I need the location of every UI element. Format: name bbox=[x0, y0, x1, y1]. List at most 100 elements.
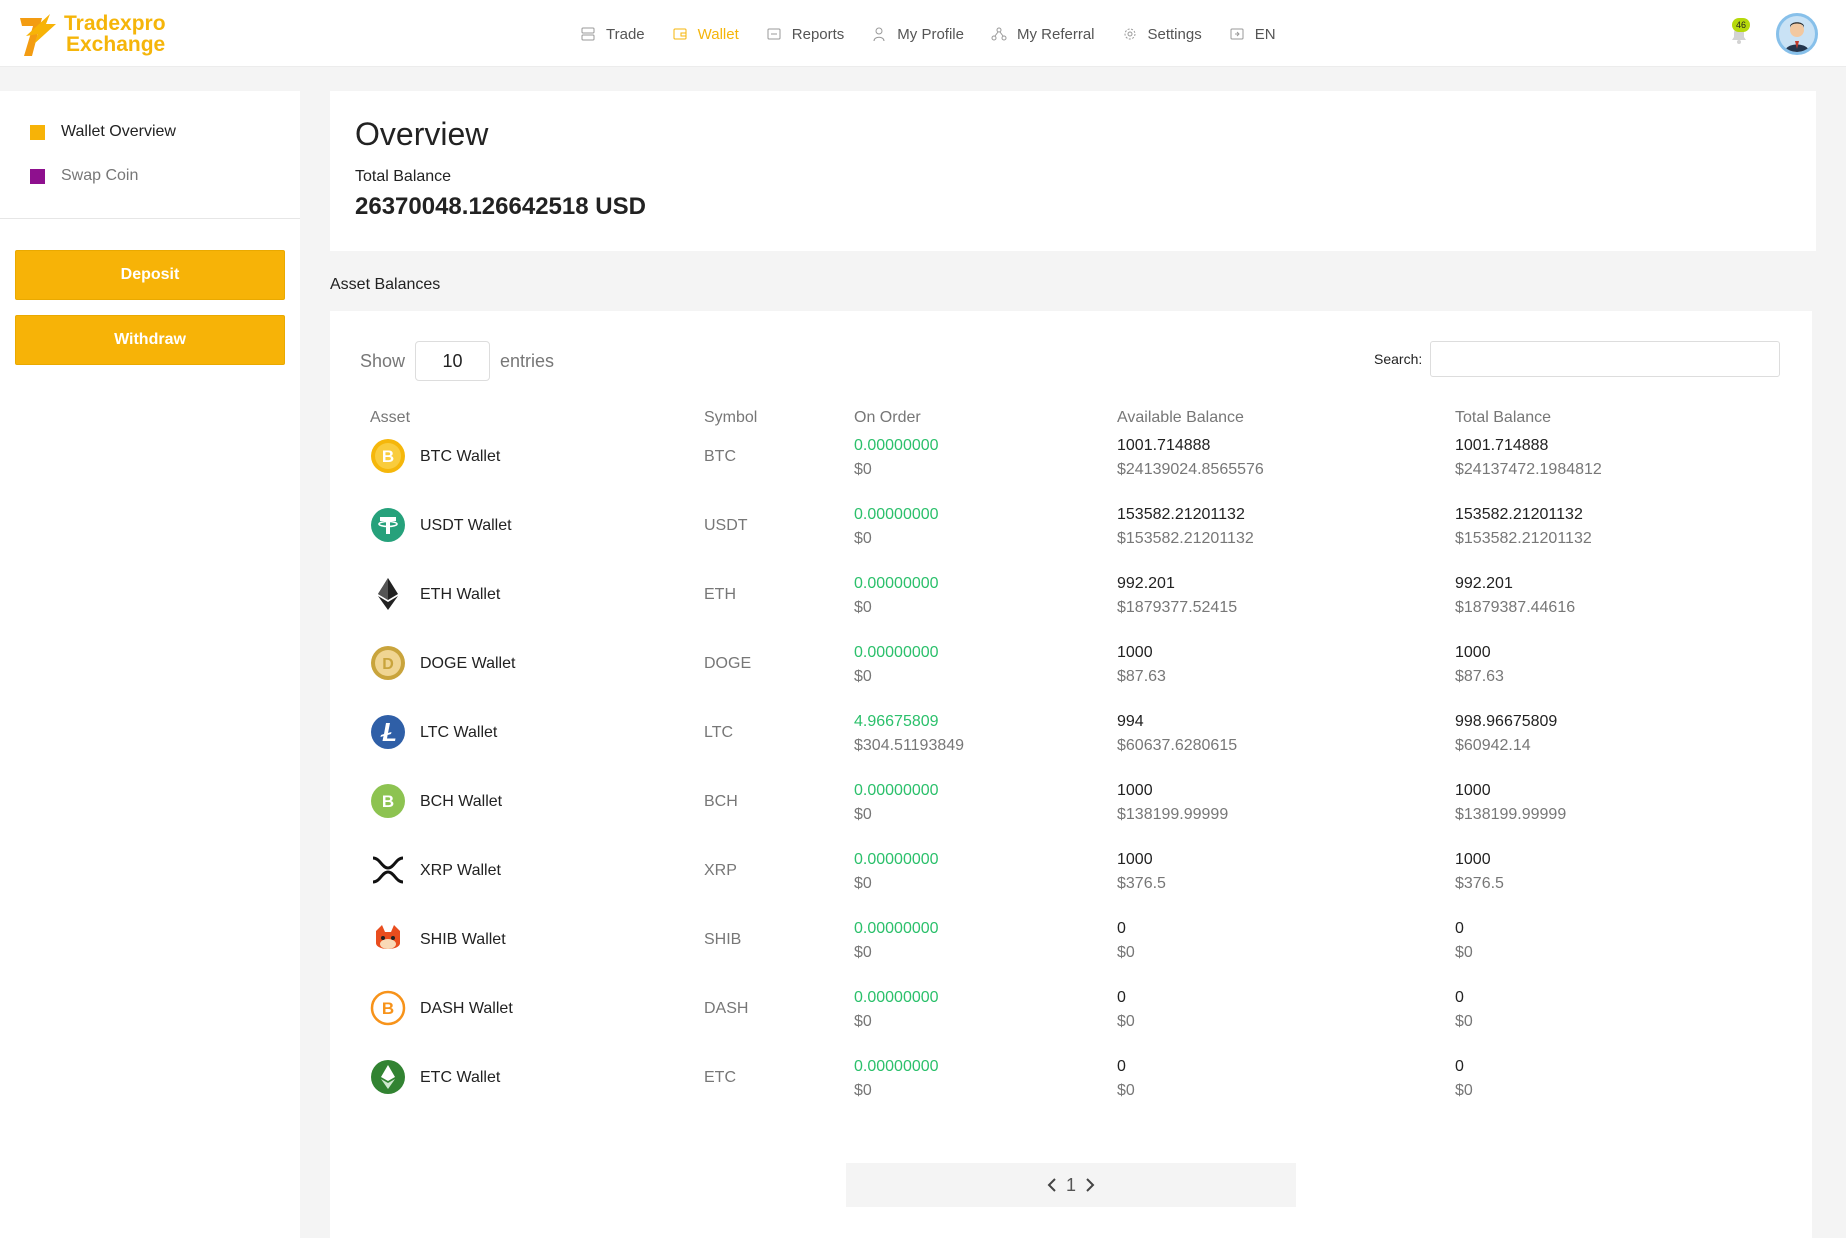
column-header-symbol[interactable]: Symbol bbox=[704, 409, 758, 426]
svg-text:B: B bbox=[382, 792, 394, 811]
total-amount: 1001.714888 bbox=[1455, 437, 1549, 454]
sidebar-item-wallet-overview[interactable]: Wallet Overview bbox=[30, 123, 176, 141]
sidebar-item-swap-coin[interactable]: Swap Coin bbox=[30, 167, 138, 185]
total-usd: $1879387.44616 bbox=[1455, 599, 1576, 616]
on-order-cell: 0.00000000 $0 bbox=[854, 848, 939, 896]
on-order-cell: 0.00000000 $0 bbox=[854, 503, 939, 551]
total-usd: $138199.99999 bbox=[1455, 806, 1567, 823]
asset-symbol: SHIB bbox=[704, 931, 742, 948]
table-row[interactable]: B BCH Wallet BCH 0.00000000 $0 1000 $138199.99… bbox=[330, 779, 1812, 848]
sidebar-item-label: Wallet Overview bbox=[61, 123, 176, 140]
deposit-button[interactable]: Deposit bbox=[15, 250, 285, 300]
available-amount: 1000 bbox=[1117, 851, 1153, 868]
table-row[interactable]: USDT Wallet USDT 0.00000000 $0 153582.212011… bbox=[330, 503, 1812, 572]
withdraw-button[interactable]: Withdraw bbox=[15, 315, 285, 365]
on-order-usd: $0 bbox=[854, 461, 872, 478]
show-label: Show bbox=[360, 350, 406, 371]
pagination: 1 bbox=[846, 1163, 1296, 1207]
nav-label: Reports bbox=[791, 25, 845, 43]
available-balance-cell: 1000 $376.5 bbox=[1117, 848, 1166, 896]
nav-settings[interactable]: Settings bbox=[1122, 26, 1202, 43]
table-row[interactable]: LTC Wallet LTC 4.96675809 $304.51193849 994 $… bbox=[330, 710, 1812, 779]
avatar[interactable] bbox=[1776, 13, 1818, 55]
on-order-cell: 0.00000000 $0 bbox=[854, 779, 939, 827]
nav-trade[interactable]: Trade bbox=[580, 26, 645, 43]
entries-select[interactable]: 10 bbox=[415, 341, 491, 381]
page-title: Overview bbox=[355, 116, 489, 152]
available-amount: 1000 bbox=[1117, 644, 1153, 661]
on-order-cell: 0.00000000 $0 bbox=[854, 434, 939, 482]
on-order-cell: 0.00000000 $0 bbox=[854, 917, 939, 965]
asset-symbol: BCH bbox=[704, 793, 738, 810]
asset-name: USDT Wallet bbox=[420, 517, 512, 534]
on-order-cell: 0.00000000 $0 bbox=[854, 1055, 939, 1103]
on-order-cell: 0.00000000 $0 bbox=[854, 986, 939, 1034]
overview-card: Overview Total Balance 26370048.12664251… bbox=[330, 91, 1816, 251]
table-row[interactable]: SHIB Wallet SHIB 0.00000000 $0 0 $0 0 $0 bbox=[330, 917, 1812, 986]
wallet-overview-marker-icon bbox=[30, 124, 45, 140]
table-row[interactable]: XRP Wallet XRP 0.00000000 $0 1000 $376.5 1000 $… bbox=[330, 848, 1812, 917]
column-header-asset[interactable]: Asset bbox=[370, 409, 411, 426]
available-balance-cell: 1000 $138199.99999 bbox=[1117, 779, 1228, 827]
svg-text:B: B bbox=[382, 999, 394, 1018]
asset-name: LTC Wallet bbox=[420, 724, 498, 741]
available-balance-cell: 1001.714888 $24139024.8565576 bbox=[1117, 434, 1264, 482]
nav-reports[interactable]: Reports bbox=[766, 25, 845, 43]
column-header-available-balance[interactable]: Available Balance bbox=[1117, 409, 1244, 426]
total-usd: $24137472.1984812 bbox=[1455, 461, 1602, 478]
chevron-left-icon[interactable] bbox=[1046, 1177, 1058, 1193]
on-order-usd: $0 bbox=[854, 806, 872, 823]
notification-badge: 46 bbox=[1732, 18, 1750, 32]
total-usd: $153582.21201132 bbox=[1455, 530, 1592, 547]
available-amount: 0 bbox=[1117, 920, 1126, 937]
total-balance-label: Total Balance bbox=[355, 168, 452, 185]
shib-icon bbox=[370, 921, 406, 957]
entries-length-control: Show 10 entries bbox=[360, 341, 554, 381]
table-row[interactable]: B DASH Wallet DASH 0.00000000 $0 0 $0 0 $0 bbox=[330, 986, 1812, 1055]
on-order-amount: 0.00000000 bbox=[854, 575, 939, 592]
available-usd: $24139024.8565576 bbox=[1117, 461, 1264, 478]
bch-icon: B bbox=[370, 783, 406, 819]
total-balance-cell: 0 $0 bbox=[1455, 986, 1473, 1034]
nav-language[interactable]: EN bbox=[1229, 26, 1276, 43]
table-row[interactable]: B BTC Wallet BTC 0.00000000 $0 1001.714888 $24… bbox=[330, 434, 1812, 503]
total-balance-cell: 992.201 $1879387.44616 bbox=[1455, 572, 1575, 620]
total-balance-cell: 0 $0 bbox=[1455, 917, 1473, 965]
table-search: Search: bbox=[1374, 341, 1781, 377]
brand-logo[interactable]: Tradexpro Exchange bbox=[16, 10, 176, 58]
asset-name: SHIB Wallet bbox=[420, 931, 506, 948]
on-order-cell: 0.00000000 $0 bbox=[854, 641, 939, 689]
on-order-usd: $0 bbox=[854, 944, 872, 961]
page-number[interactable]: 1 bbox=[1065, 1174, 1076, 1195]
on-order-amount: 0.00000000 bbox=[854, 506, 939, 523]
on-order-usd: $0 bbox=[854, 1013, 872, 1030]
column-header-total-balance[interactable]: Total Balance bbox=[1455, 409, 1552, 426]
sidebar-item-label: Swap Coin bbox=[61, 167, 139, 184]
nav-my-profile[interactable]: My Profile bbox=[871, 26, 964, 43]
asset-symbol: LTC bbox=[704, 724, 734, 741]
table-row[interactable]: D DOGE Wallet DOGE 0.00000000 $0 1000 $87.63 10… bbox=[330, 641, 1812, 710]
on-order-amount: 0.00000000 bbox=[854, 851, 939, 868]
total-amount: 992.201 bbox=[1455, 575, 1513, 592]
search-input[interactable] bbox=[1430, 341, 1781, 377]
available-balance-cell: 1000 $87.63 bbox=[1117, 641, 1166, 689]
available-usd: $0 bbox=[1117, 1082, 1135, 1099]
available-usd: $0 bbox=[1117, 944, 1135, 961]
total-amount: 1000 bbox=[1455, 644, 1491, 661]
nav-my-referral[interactable]: My Referral bbox=[991, 26, 1095, 43]
column-header-on-order[interactable]: On Order bbox=[854, 409, 921, 426]
available-usd: $60637.6280615 bbox=[1117, 737, 1238, 754]
table-row[interactable]: ETH Wallet ETH 0.00000000 $0 992.201 $1879377… bbox=[330, 572, 1812, 641]
reports-icon bbox=[767, 28, 781, 40]
dash-icon: B bbox=[370, 990, 406, 1026]
on-order-cell: 0.00000000 $0 bbox=[854, 572, 939, 620]
nav-wallet[interactable]: Wallet bbox=[672, 26, 739, 43]
on-order-amount: 0.00000000 bbox=[854, 920, 939, 937]
chevron-right-icon[interactable] bbox=[1084, 1177, 1096, 1193]
doge-icon: D bbox=[370, 645, 406, 681]
table-row[interactable]: ETC Wallet ETC 0.00000000 $0 0 $0 0 $0 bbox=[330, 1055, 1812, 1124]
total-usd: $376.5 bbox=[1455, 875, 1504, 892]
available-balance-cell: 153582.21201132 $153582.21201132 bbox=[1117, 503, 1254, 551]
on-order-amount: 0.00000000 bbox=[854, 782, 939, 799]
main-nav: Trade Wallet Reports My Profile My Refer… bbox=[580, 22, 1303, 46]
